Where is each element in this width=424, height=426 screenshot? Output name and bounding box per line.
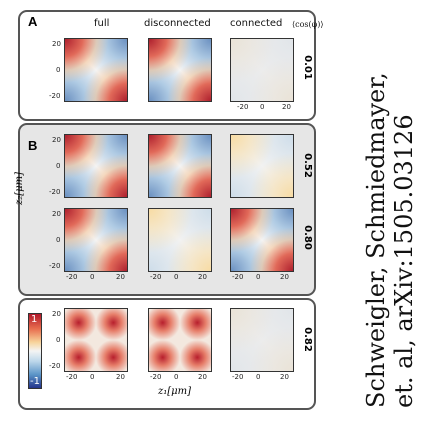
cos-value-row2: 0.52 — [301, 153, 313, 178]
panel-label-b: B — [28, 138, 38, 153]
cos-value-row3: 0.80 — [301, 225, 313, 250]
x-tick: 0 — [90, 373, 95, 381]
column-header-cos: ⟨cos(φ)⟩ — [292, 20, 324, 29]
attribution-line-1: Schweigler, Schmiedmayer, — [362, 72, 390, 408]
x-tick: -20 — [150, 373, 162, 381]
heatmap-a-disconnected — [148, 38, 212, 102]
colorbar-min-label: -1 — [30, 376, 40, 387]
cos-value-row4: 0.82 — [301, 327, 313, 352]
x-tick: 0 — [256, 373, 261, 381]
x-axis-label: z₁[μm] — [158, 386, 192, 397]
column-header-connected: connected — [230, 18, 283, 29]
y-tick: -20 — [49, 362, 61, 370]
y-tick: 20 — [52, 210, 61, 218]
heatmap-c-disconnected — [148, 308, 212, 372]
heatmap-b1-disconnected — [148, 134, 212, 198]
y-axis-label: z₂[μm] — [14, 171, 25, 205]
heatmap-c-connected — [230, 308, 294, 372]
x-tick: 0 — [90, 273, 95, 281]
x-tick: 0 — [256, 273, 261, 281]
y-tick: 0 — [56, 162, 61, 170]
y-tick: 20 — [52, 310, 61, 318]
x-tick: -20 — [66, 373, 78, 381]
x-tick: -20 — [66, 273, 78, 281]
x-tick: -20 — [232, 273, 244, 281]
y-tick: 20 — [52, 40, 61, 48]
y-tick: 0 — [56, 236, 61, 244]
y-tick: -20 — [49, 188, 61, 196]
column-header-disconnected: disconnected — [144, 18, 211, 29]
x-tick: 20 — [116, 273, 125, 281]
y-tick: -20 — [49, 262, 61, 270]
x-tick: 20 — [280, 373, 289, 381]
heatmap-b2-connected — [230, 208, 294, 272]
panel-label-a: A — [28, 14, 38, 29]
colorbar-max-label: 1 — [31, 314, 38, 325]
heatmap-a-connected — [230, 38, 294, 102]
attribution: Schweigler, Schmiedmayer, et. al, arXiv:… — [318, 0, 424, 426]
x-tick: 0 — [260, 103, 265, 111]
heatmap-b1-full — [64, 134, 128, 198]
y-tick: 0 — [56, 66, 61, 74]
y-tick: 0 — [56, 336, 61, 344]
y-tick: 20 — [52, 136, 61, 144]
heatmap-b2-disconnected — [148, 208, 212, 272]
cos-value-row1: 0.01 — [301, 55, 313, 80]
heatmap-b1-connected — [230, 134, 294, 198]
attribution-line-2: et. al, arXiv:1505.03126 — [390, 114, 418, 408]
x-tick: -20 — [237, 103, 249, 111]
x-tick: 0 — [174, 273, 179, 281]
colorbar — [28, 313, 42, 389]
x-tick: 20 — [116, 373, 125, 381]
heatmap-c-full — [64, 308, 128, 372]
x-tick: 0 — [174, 373, 179, 381]
x-tick: 20 — [198, 373, 207, 381]
heatmap-b2-full — [64, 208, 128, 272]
x-tick: 20 — [198, 273, 207, 281]
x-tick: -20 — [232, 373, 244, 381]
x-tick: 20 — [280, 273, 289, 281]
heatmap-a-full — [64, 38, 128, 102]
x-tick: 20 — [282, 103, 291, 111]
column-header-full: full — [94, 18, 110, 29]
y-tick: -20 — [49, 92, 61, 100]
x-tick: -20 — [150, 273, 162, 281]
